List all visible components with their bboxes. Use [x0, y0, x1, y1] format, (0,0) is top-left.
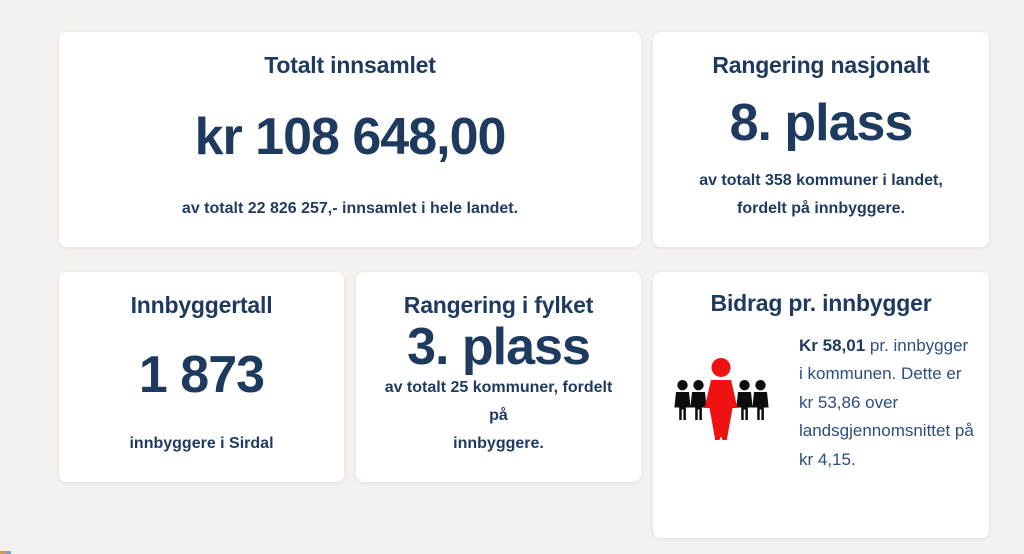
subtext-line: av totalt 25 kommuner, fordelt på — [384, 379, 613, 425]
population-value: 1 873 — [138, 345, 265, 404]
population-subtext: innbyggere i Sirdal — [129, 435, 274, 452]
card-ranking-national: Rangering nasjonalt 8. plass av totalt 3… — [653, 32, 989, 247]
contribution-text: Kr 58,01 pr. innbygger i kommunen. Dette… — [799, 332, 975, 475]
stats-dashboard: Totalt innsamlet kr 108 648,00 av totalt… — [59, 32, 989, 538]
subtext-line: innbyggere. — [453, 435, 544, 453]
card-contribution-per-capita: Bidrag pr. innbygger K — [653, 272, 989, 538]
card-total-collected: Totalt innsamlet kr 108 648,00 av totalt… — [59, 32, 641, 247]
card-title-ranking-county: Rangering i fylket — [403, 292, 594, 318]
contribution-text-rest: pr. innbygger i kommunen. Dette er kr 53… — [799, 335, 974, 469]
ranking-national-subtext: av totalt 358 kommuner i landet, fordelt… — [671, 167, 971, 223]
card-title-ranking-national: Rangering nasjonalt — [712, 52, 930, 78]
card-title-population: Innbyggertall — [130, 292, 273, 318]
card-title-contribution: Bidrag pr. innbygger — [710, 290, 932, 316]
total-collected-subtext: av totalt 22 826 257,- innsamlet i hele … — [181, 200, 519, 217]
total-collected-amount: kr 108 648,00 — [194, 108, 507, 166]
contribution-content: Kr 58,01 pr. innbygger i kommunen. Dette… — [667, 332, 975, 475]
corner-fragment — [0, 551, 11, 554]
ranking-county-subtext: av totalt 25 kommuner, fordelt på innbyg… — [374, 374, 623, 458]
card-title-total-collected: Totalt innsamlet — [264, 52, 436, 78]
ranking-county-value: 3. plass — [407, 317, 591, 376]
contribution-amount: Kr 58,01 — [799, 335, 866, 355]
card-ranking-county: Rangering i fylket 3. plass av totalt 25… — [356, 272, 641, 482]
people-icon — [674, 357, 769, 440]
ranking-national-value: 8. plass — [729, 94, 914, 152]
card-population: Innbyggertall 1 873 innbyggere i Sirdal — [59, 272, 344, 482]
subtext-line: av totalt 358 kommuner i landet, — [699, 172, 943, 189]
subtext-line: fordelt på innbyggere. — [736, 200, 905, 217]
